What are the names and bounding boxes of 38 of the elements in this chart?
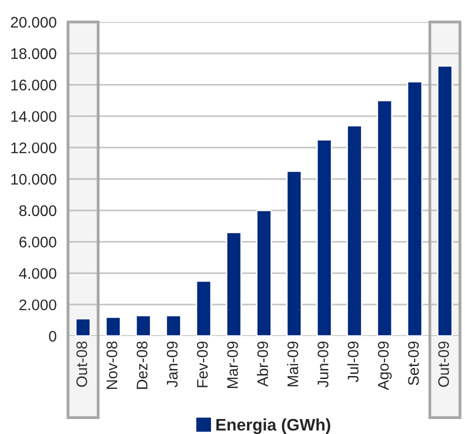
x-tick-label: Abr-09	[256, 342, 268, 387]
x-tick-label: Mai-09	[287, 342, 298, 386]
bar	[406, 80, 423, 336]
x-tick-label: Nov-08	[106, 342, 118, 389]
bar	[166, 314, 182, 336]
bar	[286, 170, 302, 336]
bar	[256, 210, 272, 336]
bar	[226, 232, 242, 336]
x-tick-label: Ago-09	[378, 342, 392, 390]
bar	[376, 100, 393, 336]
y-tick-label: 20.000	[10, 16, 56, 28]
x-tick-label: Out-09	[438, 342, 450, 387]
x-tick-label: Jun-09	[318, 342, 328, 388]
x-tick-label: Out-08	[76, 342, 88, 387]
bar	[436, 65, 453, 336]
x-tick-label: Mar-09	[227, 342, 238, 388]
y-tick-label: 6.000	[19, 236, 56, 248]
bar	[105, 316, 122, 336]
y-tick-label: 4.000	[19, 268, 56, 279]
y-tick-label: 14.000	[11, 111, 56, 122]
y-tick-label: 8.000	[19, 205, 56, 216]
bar	[346, 124, 362, 336]
bar	[316, 139, 332, 336]
y-tick-label: 18.000	[11, 48, 56, 60]
y-tick-label: 10.000	[11, 174, 56, 185]
legend-label: Energia (GWh)	[216, 418, 330, 434]
y-tick-label: 16.000	[11, 80, 56, 90]
x-tick-label: Fev-09	[196, 342, 208, 388]
bar	[135, 314, 152, 336]
y-tick-label: 2.000	[19, 299, 56, 310]
y-tick-label: 0	[48, 330, 56, 342]
bar	[196, 280, 212, 336]
y-tick-label: 12.000	[11, 142, 56, 154]
x-tick-label: Jul-09	[347, 342, 359, 382]
x-tick-label: Set-09	[408, 342, 419, 386]
bar	[75, 318, 92, 336]
x-tick-label: Jan-09	[166, 342, 178, 388]
x-tick-label: Dez-08	[136, 342, 148, 389]
